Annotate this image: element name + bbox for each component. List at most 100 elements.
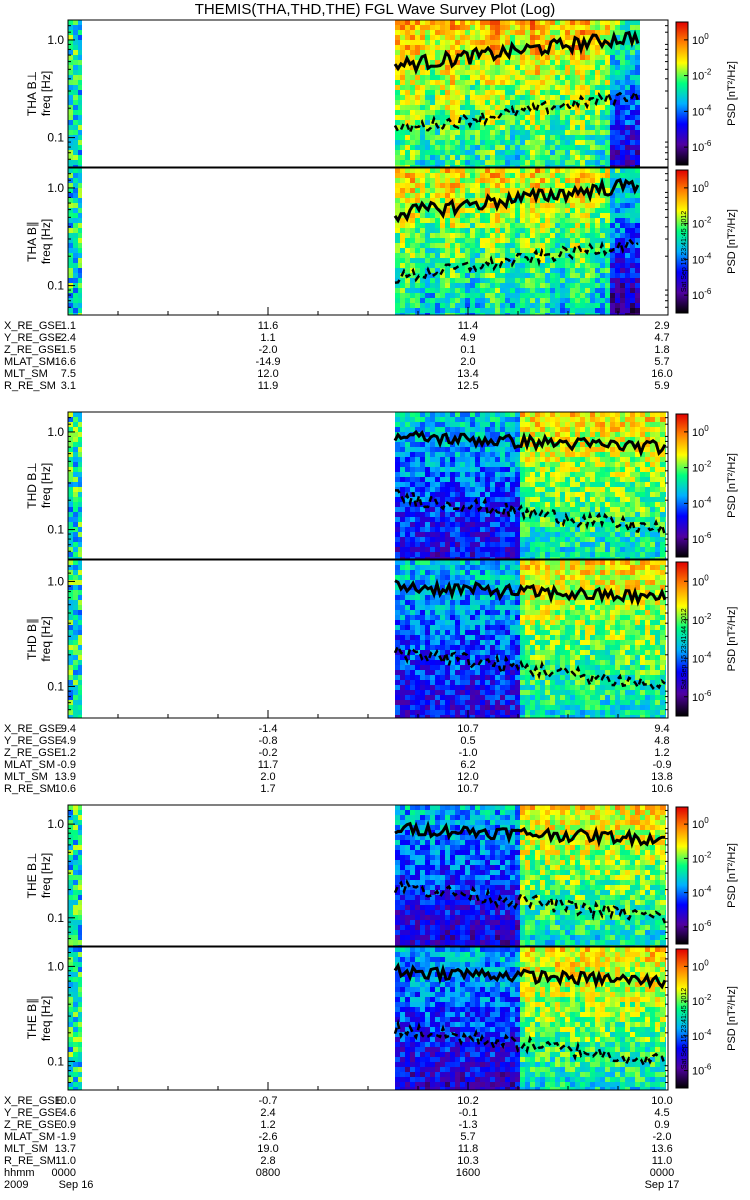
ephemeris-value: 2.4 <box>260 1107 275 1119</box>
half-gyrofrequency-line <box>394 236 639 285</box>
date-end: Sep 17 <box>645 1179 680 1191</box>
ephemeris-label: Z_RE_GSE <box>4 1119 61 1131</box>
gyrofrequency-line <box>393 962 667 990</box>
timestamp-stamp: Sat Sep 15 23:41:45 2012 <box>681 211 688 292</box>
ephemeris-value: 0.9 <box>61 1119 76 1131</box>
ephemeris-value: 10.2 <box>457 1095 478 1107</box>
colorbar-tick-label: 10-2 <box>692 993 712 1008</box>
spectrogram-data-block <box>68 412 82 559</box>
spectrogram-data-block <box>395 805 666 946</box>
ephemeris-value: 9.4 <box>61 723 76 735</box>
ephemeris-value: 1.2 <box>654 747 669 759</box>
colorbar-tick-label: 10-6 <box>692 919 712 934</box>
ephemeris-value: 7.5 <box>61 368 76 380</box>
colorbar-tick-label: 10-2 <box>692 460 712 475</box>
ephemeris-value: 9.4 <box>654 723 669 735</box>
colorbar-tick-label: 10-2 <box>692 612 712 627</box>
ephemeris-label: MLAT_SM <box>4 759 55 771</box>
ephemeris-value: -0.1 <box>459 1107 478 1119</box>
ephemeris-value: -16.6 <box>51 356 76 368</box>
colorbar-tick-label: 100 <box>692 424 709 439</box>
spectrogram-data-block <box>395 412 666 559</box>
colorbar: 100 10-2 10-4 10-6 PSD [nT²/Hz] Sat Sep 15 23… <box>675 169 738 314</box>
ephemeris-value: 13.4 <box>457 368 478 380</box>
panel-label: THE B∥ <box>25 998 39 1039</box>
ephemeris-value: 2.8 <box>260 1155 275 1167</box>
ephemeris-value: 10.0 <box>651 1095 672 1107</box>
colorbar-label: PSD [nT²/Hz] <box>726 607 738 672</box>
ephemeris-label: MLT_SM <box>4 368 48 380</box>
spectrogram-panel-tha-par: 1.0 0.1 THA B∥ freq [Hz] 100 10-2 10-4 10-6 PSD … <box>25 167 738 316</box>
panel-label: THD B∥ <box>25 618 39 660</box>
ephemeris-label: X_RE_GSE <box>4 1095 62 1107</box>
ephemeris-value: 1.1 <box>61 320 76 332</box>
freq-tick-label: 0.1 <box>47 131 64 145</box>
freq-tick-label: 0.1 <box>47 1054 64 1068</box>
half-gyrofrequency-line <box>393 643 666 691</box>
panel-label: THA B∥ <box>25 221 39 262</box>
ephemeris-label: MLT_SM <box>4 1143 48 1155</box>
freq-axis-label: freq [Hz] <box>39 71 53 116</box>
freq-axis-label: freq [Hz] <box>39 616 53 661</box>
ephemeris-value: -1.3 <box>459 1119 478 1131</box>
ephemeris-value: -0.9 <box>57 759 76 771</box>
freq-tick-label: 0.1 <box>47 679 64 693</box>
gyrofrequency-line <box>393 429 667 458</box>
colorbar-tick-label: 10-4 <box>692 1028 712 1043</box>
ephemeris-value: 10.3 <box>457 1155 478 1167</box>
gyrofrequency-line <box>393 177 640 224</box>
colorbar-tick-label: 10-4 <box>692 103 712 118</box>
ephemeris-value: 13.6 <box>651 1143 672 1155</box>
ephemeris-value: 0800 <box>256 1167 280 1179</box>
ephemeris-value: 0000 <box>52 1167 76 1179</box>
colorbar-tick-label: 100 <box>692 573 709 588</box>
ephemeris-value: 0.5 <box>460 735 475 747</box>
ephemeris-value: -2.0 <box>653 1131 672 1143</box>
ephemeris-value: 12.0 <box>457 771 478 783</box>
ephemeris-value: 12.5 <box>457 380 478 392</box>
ephemeris-label: Y_RE_GSE <box>4 735 62 747</box>
ephemeris-label: Z_RE_GSE <box>4 747 61 759</box>
ephemeris-value: 10.0 <box>55 1095 76 1107</box>
spectrogram-data-block <box>68 805 82 946</box>
ephemeris-value: -2.6 <box>259 1131 278 1143</box>
ephemeris-value: 4.7 <box>654 332 669 344</box>
freq-tick-label: 0.1 <box>47 523 64 537</box>
ephemeris-value: 4.9 <box>61 735 76 747</box>
colorbar-tick-label: 10-2 <box>692 216 712 231</box>
gyrofrequency-line <box>394 820 666 849</box>
ephemeris-value: -0.2 <box>259 747 278 759</box>
ephemeris-value: 11.7 <box>258 759 279 771</box>
colorbar-label: PSD [nT²/Hz] <box>726 453 738 518</box>
ephemeris-value: 10.6 <box>55 783 76 795</box>
ephemeris-value: 19.0 <box>257 1143 278 1155</box>
freq-tick-label: 1.0 <box>47 574 64 588</box>
ephemeris-value: -1.5 <box>57 344 76 356</box>
colorbar-tick-label: 100 <box>692 180 709 195</box>
date-year: 2009 <box>4 1179 28 1191</box>
spectrogram-data-block <box>68 20 82 167</box>
spectrogram-data-block <box>68 560 82 718</box>
colorbar-tick-label: 100 <box>692 32 709 47</box>
freq-axis-label: freq [Hz] <box>39 996 53 1041</box>
ephemeris-label: MLAT_SM <box>4 356 55 368</box>
freq-tick-label: 1.0 <box>47 959 64 973</box>
ephemeris-value: 1.8 <box>654 344 669 356</box>
spectrogram-panel-tha-perp: 1.0 0.1 THA B⊥ freq [Hz] 100 10-2 10-4 10-6 PSD … <box>25 19 738 168</box>
spectrogram-panel-the-perp: 1.0 0.1 THE B⊥ freq [Hz] 100 10-2 10-4 10-6 PSD … <box>25 804 738 947</box>
plot-title: THEMIS(THA,THD,THE) FGL Wave Survey Plot… <box>194 1 556 18</box>
ephemeris-value: 0.1 <box>460 344 475 356</box>
ephemeris-value: 16.0 <box>651 368 672 380</box>
colorbar: 100 10-2 10-4 10-6 PSD [nT²/Hz] <box>675 413 738 558</box>
ephemeris-label: X_RE_GSE <box>4 320 62 332</box>
ephemeris-label: Z_RE_GSE <box>4 344 61 356</box>
ephemeris-value: 10.7 <box>457 783 478 795</box>
colorbar-label: PSD [nT²/Hz] <box>726 61 738 126</box>
freq-axis-label: freq [Hz] <box>39 463 53 508</box>
colorbar-tick-label: 10-6 <box>692 689 712 704</box>
colorbar: 100 10-2 10-4 10-6 PSD [nT²/Hz] Sat Sep 15 23… <box>675 948 738 1089</box>
ephemeris-value: 11.6 <box>258 320 279 332</box>
ephemeris-value: 11.0 <box>652 1155 673 1167</box>
colorbar-label: PSD [nT²/Hz] <box>726 843 738 908</box>
spectrogram-panel-thd-perp: 1.0 0.1 THD B⊥ freq [Hz] 100 10-2 10-4 10-6 PSD … <box>25 411 738 560</box>
